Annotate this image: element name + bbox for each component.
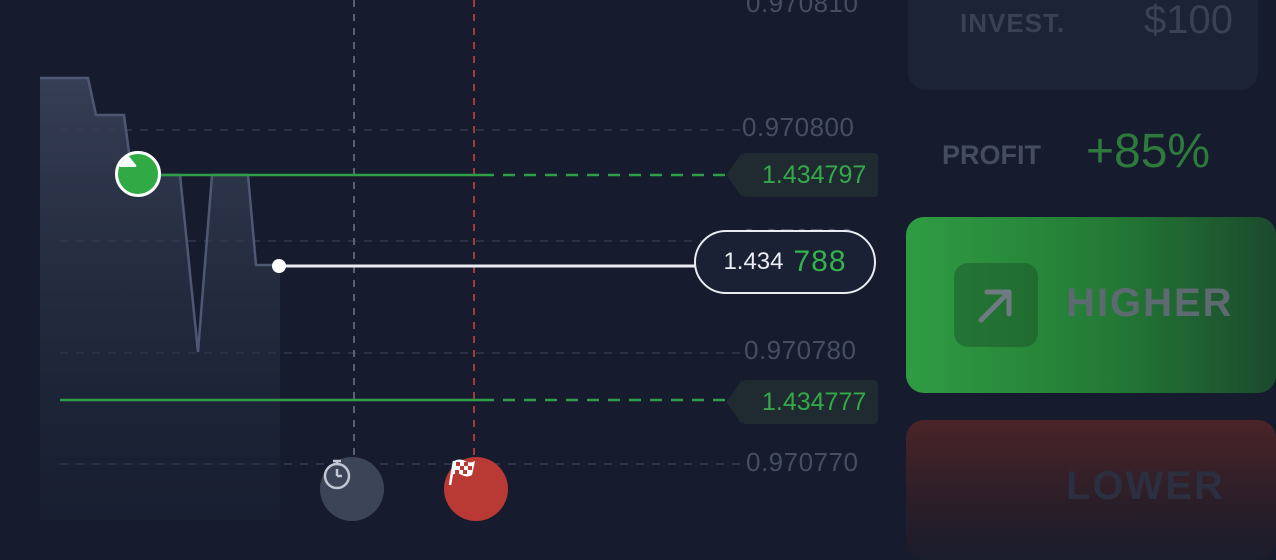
expiry-timer-button[interactable] [320,457,384,521]
current-price-main: 1.434 [723,248,783,276]
scale-label: 0.970780 [744,335,856,366]
investment-label: INVEST. [960,8,1065,39]
higher-icon-box [954,263,1038,347]
trade-panel: INVEST. $100 PROFIT +85% HIGHER LOWER [890,0,1276,520]
lower-label: LOWER [1066,464,1225,509]
current-price-dot [272,259,286,273]
lower-level-tag: 1.434777 [742,380,878,424]
investment-value: $100 [1144,0,1233,43]
higher-button[interactable]: HIGHER [906,217,1276,393]
arrow-up-icon [118,154,138,170]
current-price-pill: 1.434 788 [694,230,876,294]
trade-up-marker[interactable] [115,151,161,197]
finish-flag-button[interactable] [444,457,508,521]
stopwatch-icon [320,457,354,491]
profit-label: PROFIT [942,140,1041,171]
price-chart: 0.970810 0.970800 0.970790 0.970780 0.97… [0,0,890,520]
higher-label: HIGHER [1066,281,1234,326]
investment-field[interactable]: INVEST. $100 [908,0,1258,90]
arrow-up-right-icon [971,280,1021,330]
scale-label: 0.970800 [742,112,854,143]
profit-value: +85% [1086,124,1210,179]
scale-label: 0.970770 [746,447,858,478]
upper-level-tag: 1.434797 [742,153,878,197]
current-price-pips: 788 [794,245,847,279]
checkered-flag-icon [444,457,478,489]
scale-label-top: 0.970810 [746,0,858,19]
lower-button[interactable]: LOWER [906,420,1276,560]
